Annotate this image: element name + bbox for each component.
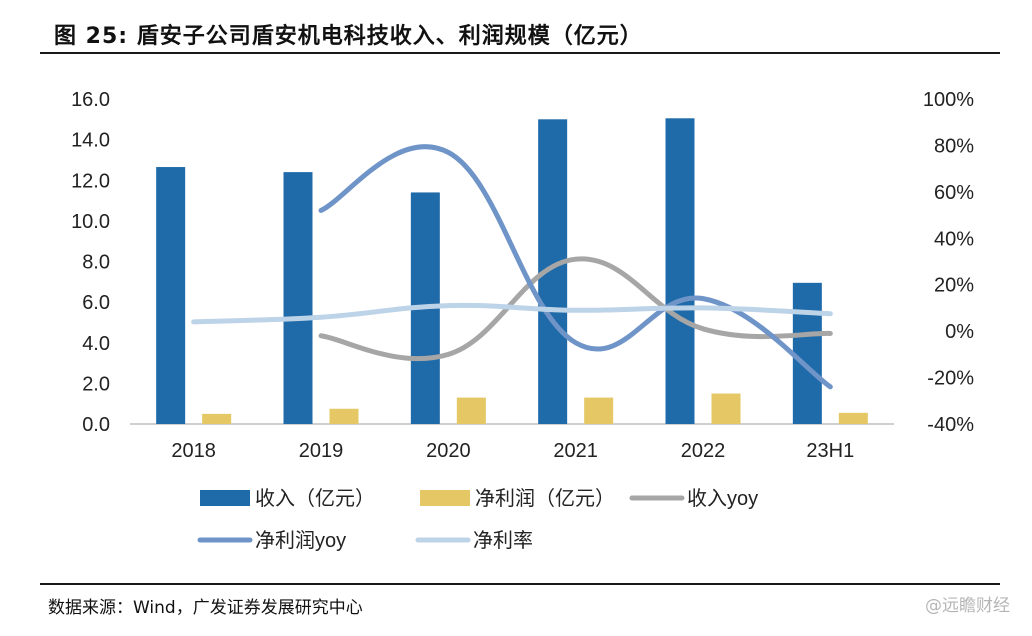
left-tick-label: 4.0 [82,333,110,355]
right-tick-label: 60% [934,182,974,204]
right-tick-label: 80% [934,135,974,157]
category-label: 2021 [553,440,598,462]
line-net-profit-yoy [318,144,833,390]
bar-net-profit [838,412,868,424]
left-tick-label: 8.0 [82,252,110,274]
category-label: 2020 [426,440,471,462]
bar-net-profit [711,393,741,424]
left-tick-label: 14.0 [71,130,110,152]
lines [191,144,833,390]
bar-net-profit [584,397,614,424]
bar-net-profit [202,413,232,424]
category-axis-ticks: 2018 2019 2020 2021 2022 23H1 [171,440,854,462]
figure-header: 图 25: 盾安子公司盾安机电科技收入、利润规模（亿元） [40,10,1000,52]
bar-revenue [156,167,186,424]
legend-swatch [420,490,470,506]
line-net-margin [191,302,833,325]
right-axis-ticks: -40% -20% 0% 20% 40% 60% 80% 100% [923,89,974,436]
figure-title: 图 25: 盾安子公司盾安机电科技收入、利润规模（亿元） [54,24,643,49]
bars [156,118,868,424]
category-label: 23H1 [806,440,854,462]
bar-revenue [792,282,822,424]
left-tick-label: 2.0 [82,373,110,395]
bar-revenue [665,118,695,424]
bar-net-profit [329,408,359,424]
category-label: 2019 [299,440,344,462]
legend-swatch [200,490,250,506]
right-tick-label: 20% [934,275,974,297]
legend-label: 收入（亿元） [255,487,375,510]
left-axis-ticks: 0.0 2.0 4.0 6.0 8.0 10.0 12.0 14.0 16.0 [71,89,110,436]
watermark: @远瞻财经 [925,596,1010,616]
line-revenue-yoy [318,256,833,362]
left-tick-label: 6.0 [82,292,110,314]
right-tick-label: 100% [923,89,974,111]
legend-label: 收入yoy [687,487,758,510]
source-note: 数据来源：Wind，广发证券发展研究中心 [48,598,363,618]
left-tick-label: 10.0 [71,211,110,233]
legend-label: 净利润（亿元） [475,487,615,510]
right-tick-label: 40% [934,228,974,250]
category-label: 2022 [681,440,726,462]
bar-net-profit [456,397,486,424]
category-label: 2018 [171,440,216,462]
bottom-rule [40,583,1000,585]
right-tick-label: -40% [927,414,974,436]
legend-label: 净利率 [473,529,533,552]
chart: 0.0 2.0 4.0 6.0 8.0 10.0 12.0 14.0 16.0 -40% -20%… [71,89,974,552]
right-tick-label: -20% [927,368,974,390]
left-tick-label: 16.0 [71,89,110,111]
legend-label: 净利润yoy [255,529,346,552]
bar-revenue [283,172,313,424]
left-tick-label: 0.0 [82,414,110,436]
legend: 收入（亿元） 净利润（亿元） 收入yoy 净利润yoy 净利率 [197,487,758,552]
left-tick-label: 12.0 [71,170,110,192]
top-rule [40,52,1000,54]
right-tick-label: 0% [945,321,974,343]
